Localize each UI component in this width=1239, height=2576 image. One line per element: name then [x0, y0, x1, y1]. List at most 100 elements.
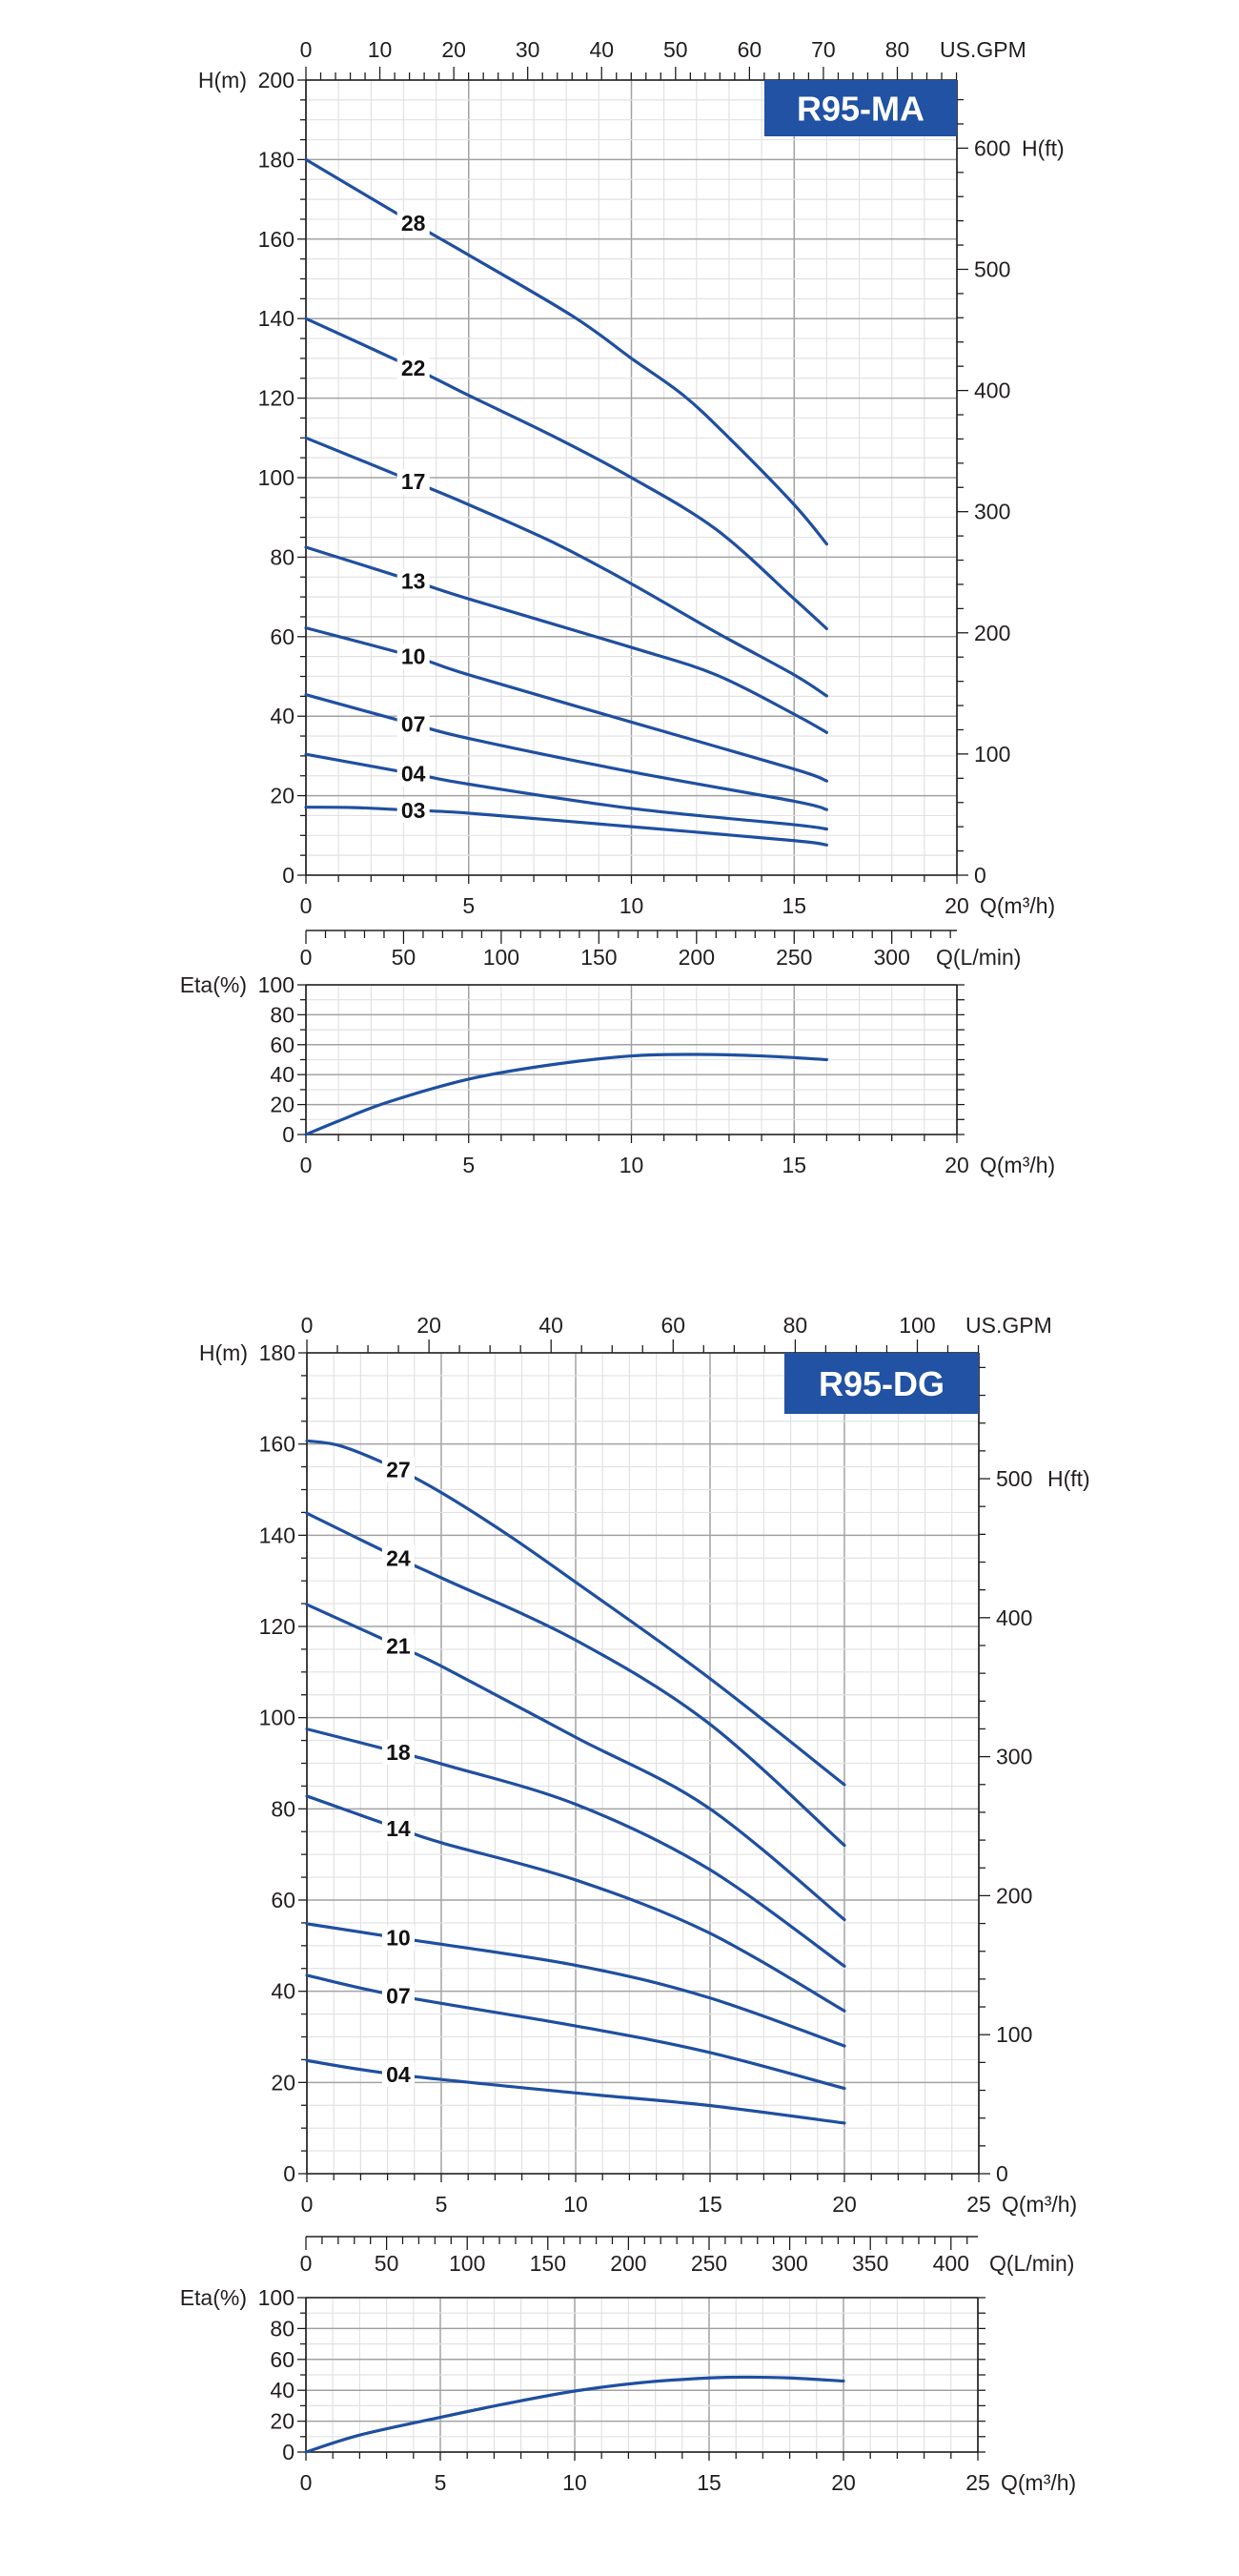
gpm-tick-label: 70 [811, 37, 836, 62]
lmin-tick-label: 200 [679, 945, 715, 970]
curve-label: 04 [386, 2062, 411, 2087]
y-tick-label: 60 [270, 2347, 295, 2372]
x-tick-label: 10 [563, 2192, 588, 2217]
curves: 27 24 21 18 14 10 07 04 [305, 1439, 846, 2125]
curves [304, 1053, 828, 1136]
gpm-tick-label: 60 [660, 1313, 685, 1338]
curve-label: 17 [401, 469, 426, 494]
ft-tick-label: 600 [974, 135, 1010, 160]
curve-label: 10 [401, 644, 426, 669]
y-tick-label: 40 [270, 1062, 295, 1087]
ft-tick-label: 400 [974, 378, 1010, 403]
y-tick-label: 200 [258, 68, 295, 92]
lmin-tick-label: 200 [610, 2251, 646, 2276]
curve-label: 13 [401, 568, 426, 593]
x-tick-label: 5 [435, 2470, 447, 2495]
model-badge-text: R95-DG [819, 1364, 944, 1403]
curve-label-background [396, 469, 430, 495]
grid [305, 2297, 979, 2453]
model-badge: R95-MA [764, 80, 957, 136]
efficiency-chart-3: 0 5 10 15 20 25 Q(m³/h) 0 20 40 60 80 100 Eta(%) 0 50 10… [180, 2236, 1076, 2495]
curve-efficiency [304, 1053, 828, 1136]
ft-tick-label: 500 [996, 1466, 1032, 1491]
curve-label-background [381, 1457, 415, 1482]
gpm-tick-label: 10 [368, 37, 393, 62]
curve-label: 28 [401, 211, 426, 235]
y-tick-label: 20 [270, 2409, 295, 2434]
lmin-tick-label: 100 [483, 945, 519, 970]
curve-label-background [396, 798, 430, 824]
curve-label-background [396, 355, 430, 380]
x-axis-label: Q(m³/h) [1001, 2470, 1076, 2495]
curve-label: 07 [386, 1983, 411, 2008]
ft-tick-label: 200 [996, 1883, 1032, 1908]
x-tick-label: 10 [620, 893, 644, 918]
x-tick-label: 0 [300, 1153, 313, 1177]
y-tick-label: 40 [270, 2378, 295, 2402]
y-tick-label: 160 [258, 227, 295, 252]
grid [305, 79, 958, 876]
curve-label-background [381, 1815, 415, 1841]
gpm-tick-label: 0 [301, 1313, 314, 1338]
lmin-tick-label: 0 [300, 945, 313, 970]
x-tick-label: 15 [697, 2470, 721, 2495]
ft-tick-label: 100 [974, 742, 1010, 767]
y-tick-label: 120 [259, 1614, 295, 1639]
curve-label-background [396, 211, 430, 236]
curve-07 [305, 1973, 846, 2091]
curve-label: 21 [386, 1634, 411, 1659]
curve-label-background [381, 1545, 415, 1571]
gpm-tick-label: 60 [738, 37, 762, 62]
ft-tick-label: 0 [996, 2161, 1008, 2186]
efficiency-chart-1: 0 5 10 15 20 Q(m³/h) 0 20 40 60 80 100 Eta(%) 0 50 100 1… [180, 930, 1055, 1177]
curve-label: 04 [401, 762, 426, 787]
y-tick-label: 140 [258, 306, 295, 331]
gpm-tick-label: 50 [663, 37, 688, 62]
gpm-tick-label: 40 [589, 37, 614, 62]
head-chart-2: 0 5 10 15 20 25 Q(m³/h)02040608010012014016018… [199, 1313, 1090, 2217]
lmin-tick-label: 150 [530, 2251, 566, 2276]
y-tick-label: 100 [258, 2285, 295, 2310]
lmin-tick-label: 50 [392, 945, 416, 970]
x-tick-label: 20 [944, 893, 969, 918]
axes: 0 5 10 15 20 25 Q(m³/h)02040608010012014016018… [199, 1313, 1090, 2217]
y-tick-label: 180 [258, 147, 295, 172]
x-tick-label: 25 [966, 2192, 991, 2217]
x-axis-label: Q(m³/h) [1002, 2192, 1077, 2217]
x-tick-label: 20 [831, 2470, 856, 2495]
ft-tick-label: 500 [974, 256, 1010, 281]
y-tick-label: 0 [282, 1122, 295, 1147]
y-tick-label: 80 [271, 1796, 295, 1821]
ft-axis-label: H(ft) [1047, 1466, 1090, 1491]
curve-label: 03 [401, 798, 426, 823]
curve-efficiency [304, 2375, 845, 2454]
curve-label: 24 [386, 1545, 411, 1570]
ft-tick-label: 200 [974, 621, 1010, 645]
y-tick-label: 0 [282, 863, 295, 888]
y-tick-label: 120 [258, 386, 295, 411]
curve-27 [305, 1439, 846, 1787]
curve-10 [305, 1922, 846, 2048]
x-tick-label: 10 [562, 2470, 587, 2495]
y-tick-label: 20 [270, 784, 295, 808]
lmin-tick-label: 350 [852, 2251, 888, 2276]
curve-03 [304, 806, 828, 847]
y-tick-label: 20 [270, 1093, 295, 1117]
gpm-axis-label: US.GPM [940, 37, 1026, 62]
curve-label: 22 [401, 356, 426, 380]
lmin-tick-label: 300 [874, 945, 910, 970]
y-tick-label: 80 [270, 1002, 295, 1027]
y-tick-label: 140 [259, 1523, 295, 1547]
lmin-tick-label: 150 [580, 945, 617, 970]
curve-04 [305, 2058, 846, 2125]
gpm-tick-label: 20 [416, 1313, 441, 1338]
gpm-tick-label: 100 [899, 1313, 935, 1338]
y-tick-label: 80 [270, 544, 295, 569]
y-tick-label: 60 [270, 624, 295, 649]
curve-label: 07 [401, 712, 426, 737]
y-tick-label: 180 [259, 1340, 295, 1365]
x-axis-label: Q(m³/h) [980, 893, 1055, 918]
curve-label-background [381, 2062, 415, 2088]
y-axis-label: Eta(%) [180, 972, 247, 997]
